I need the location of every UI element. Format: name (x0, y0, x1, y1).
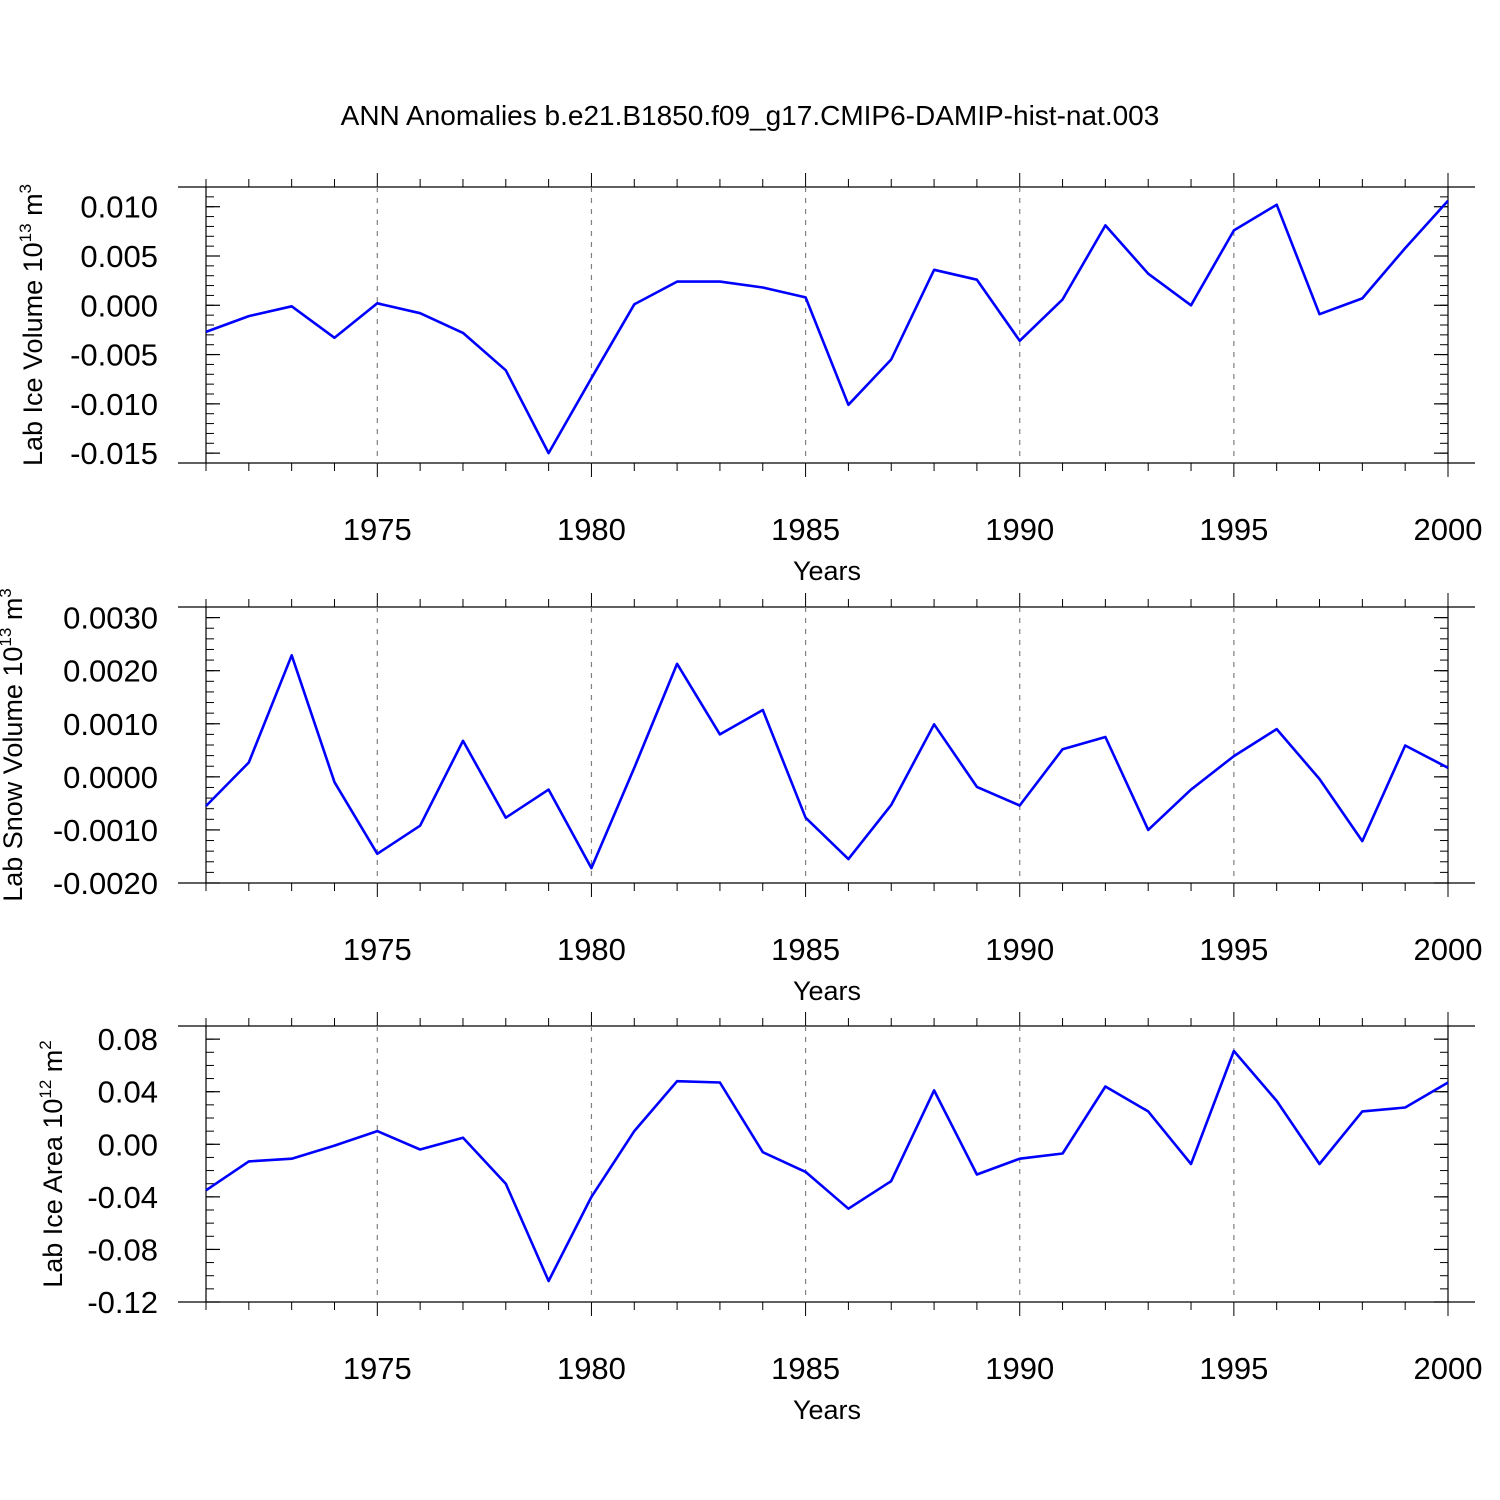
panels: 1975 1980 1985 1990 1995 2000 Years 0.010 0.005 0… (0, 173, 1482, 1425)
x-tick-label: 1980 (557, 932, 626, 967)
y-axis-title: Lab Ice Volume 1013 m3 (16, 184, 48, 466)
y-tick-label: 0.005 (80, 239, 158, 274)
x-tick-label: 1975 (343, 932, 412, 967)
x-tick-label: 1975 (343, 512, 412, 547)
y-tick-label: 0.000 (80, 288, 158, 323)
x-tick-label: 1975 (343, 1351, 412, 1386)
x-tick-label: 1985 (771, 1351, 840, 1386)
y-tick-label: -0.015 (70, 436, 158, 471)
y-axis-title: Lab Snow Volume 1013 m3 (0, 588, 28, 902)
series-line-1 (205, 1049, 1449, 1283)
y-tick-label: -0.010 (70, 387, 158, 422)
y-tick-label: 0.0000 (63, 760, 158, 795)
y-tick-label: -0.08 (87, 1232, 158, 1267)
x-tick-label: 1995 (1199, 1351, 1268, 1386)
y-tick-label: 0.04 (98, 1075, 158, 1110)
x-axis-title: Years (793, 1395, 861, 1425)
x-tick-label: 2000 (1414, 1351, 1483, 1386)
series-line-1 (205, 653, 1449, 870)
y-tick-label: -0.0010 (53, 813, 158, 848)
x-axis-title: Years (793, 556, 861, 586)
y-tick-label: -0.12 (87, 1285, 158, 1320)
series-line-1 (205, 199, 1449, 455)
x-tick-label: 1980 (557, 1351, 626, 1386)
x-tick-label: 1995 (1199, 512, 1268, 547)
figure-title: ANN Anomalies b.e21.B1850.f09_g17.CMIP6-… (341, 100, 1160, 131)
x-tick-label: 1985 (771, 932, 840, 967)
y-tick-label: 0.010 (80, 190, 158, 225)
y-tick-label: -0.04 (87, 1180, 158, 1215)
y-tick-label: 0.0030 (63, 601, 158, 636)
y-tick-label: 0.0010 (63, 707, 158, 742)
y-tick-label: -0.005 (70, 338, 158, 373)
x-tick-label: 1995 (1199, 932, 1268, 967)
y-tick-label: -0.0020 (53, 866, 158, 901)
x-tick-label: 1985 (771, 512, 840, 547)
x-tick-label: 2000 (1414, 512, 1483, 547)
x-axis-title: Years (793, 976, 861, 1006)
x-tick-label: 1990 (985, 512, 1054, 547)
x-tick-label: 1990 (985, 1351, 1054, 1386)
panel-2: 1975 1980 1985 1990 1995 2000 Years 0.0030 0.002… (0, 588, 1482, 1006)
panel-3: 1975 1980 1985 1990 1995 2000 Years 0.08 0.04 0.0… (36, 1012, 1482, 1425)
panel-1: 1975 1980 1985 1990 1995 2000 Years 0.010 0.005 0… (16, 173, 1482, 586)
y-tick-label: 0.08 (98, 1022, 158, 1057)
x-tick-label: 2000 (1414, 932, 1483, 967)
y-tick-label: 0.0020 (63, 654, 158, 689)
y-axis-title: Lab Ice Area 1012 m2 (36, 1040, 68, 1288)
x-tick-label: 1980 (557, 512, 626, 547)
x-tick-label: 1990 (985, 932, 1054, 967)
y-tick-label: 0.00 (98, 1127, 158, 1162)
